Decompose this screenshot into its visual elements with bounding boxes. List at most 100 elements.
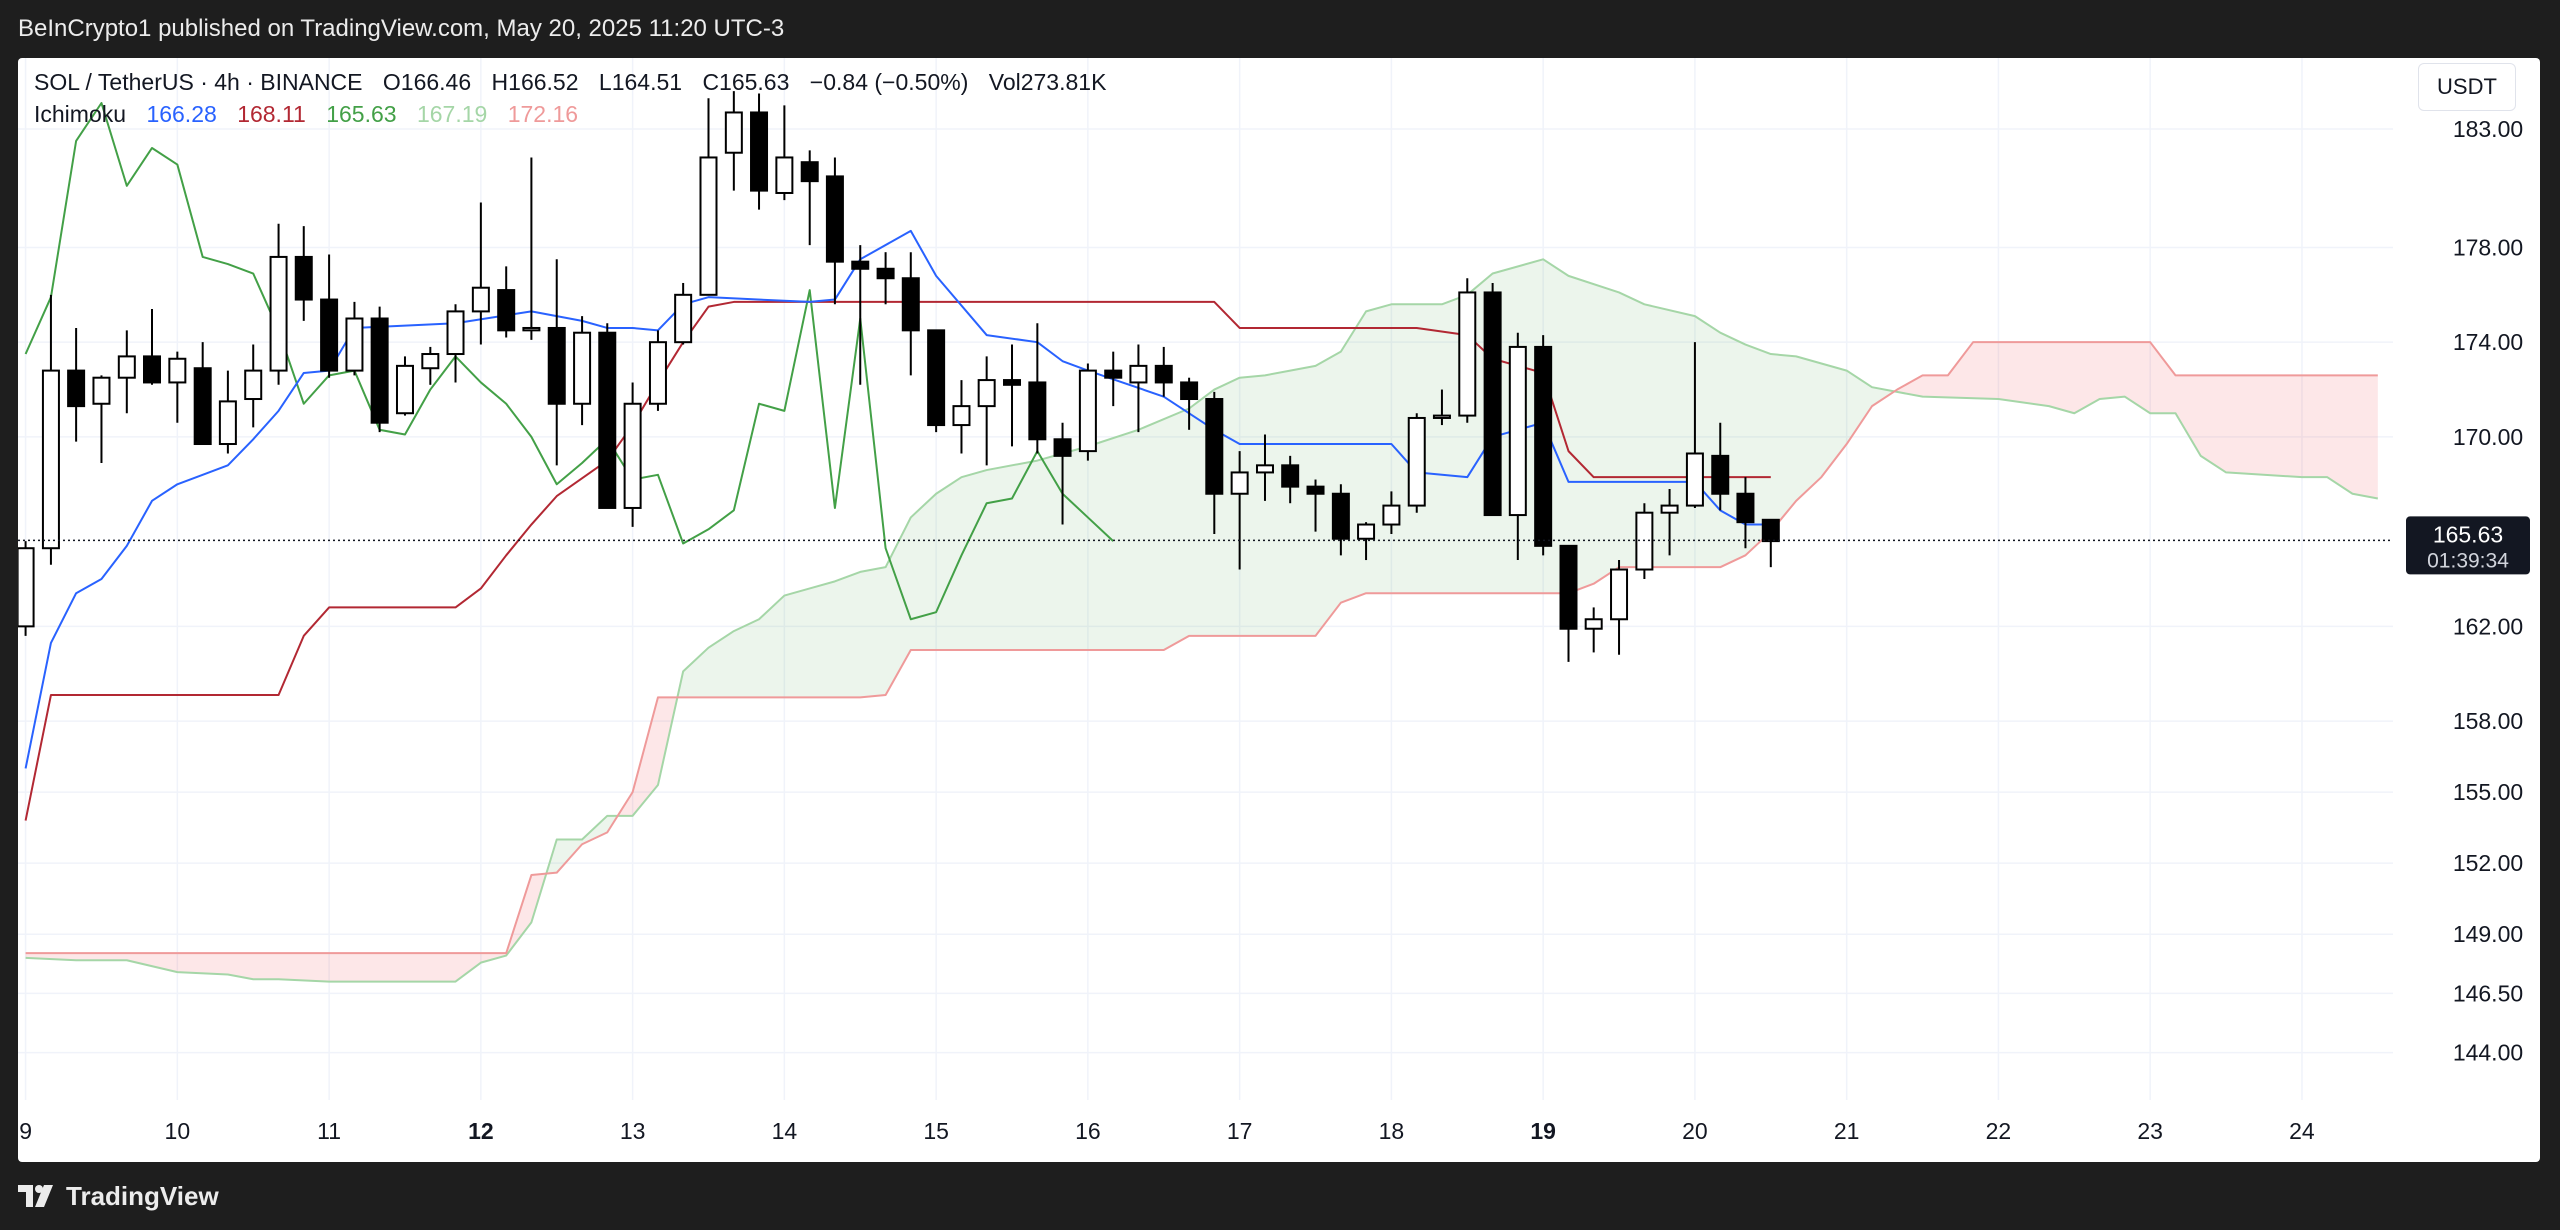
candle-body-down	[67, 369, 86, 408]
candle	[1483, 282, 1502, 517]
candle-body-down	[370, 317, 389, 424]
candle-body-up	[724, 111, 743, 154]
candle	[1432, 389, 1451, 426]
candle-body-down	[1761, 518, 1780, 543]
candle	[750, 93, 769, 210]
cloud-bullish	[546, 815, 618, 874]
chart-plot[interactable]: 183.00 178.00 174.00 170.00 162.00 158.00 155.…	[18, 58, 2540, 1162]
candle	[421, 346, 440, 385]
candle	[294, 226, 313, 321]
candle	[1255, 434, 1274, 501]
x-axis-tick-label: 16	[1075, 1118, 1101, 1144]
candle-body-down	[901, 277, 920, 332]
price-change: −0.84 (−0.50%)	[809, 69, 969, 95]
symbol-title[interactable]: SOL / TetherUS · 4h · BINANCE	[34, 69, 363, 95]
y-axis-tick-label: 162.00	[2453, 613, 2523, 639]
candle-body-down	[320, 298, 339, 372]
bar-countdown: 01:39:34	[2427, 549, 2509, 572]
candle	[825, 157, 844, 305]
cloud-bearish	[617, 697, 678, 816]
candle-body-down	[1736, 492, 1755, 524]
candle-body-down	[876, 267, 895, 280]
indicator-name[interactable]: Ichimoku	[34, 101, 127, 127]
candle-body-down	[1306, 485, 1325, 495]
candle	[117, 330, 136, 414]
candle	[1129, 344, 1148, 433]
candle	[1205, 391, 1224, 535]
candle-body-down	[851, 260, 870, 270]
candle-body-up	[1407, 416, 1426, 507]
candle	[927, 329, 946, 433]
candle	[724, 91, 743, 191]
candle-body-down	[497, 289, 516, 332]
candle	[674, 282, 693, 345]
leading-span-b-value: 172.16	[507, 101, 579, 127]
candle	[547, 259, 566, 466]
candle	[1559, 544, 1578, 662]
chart-frame[interactable]: 183.00 178.00 174.00 170.00 162.00 158.00 155.…	[18, 58, 2540, 1162]
candle-body-up	[1660, 504, 1679, 514]
candle-body-up	[1382, 504, 1401, 526]
candle	[1610, 560, 1629, 655]
cloud-bearish	[1894, 342, 2378, 499]
y-axis-tick-label: 144.00	[2453, 1040, 2523, 1066]
candle-body-up	[522, 326, 541, 332]
candle-body-up	[395, 364, 414, 415]
candle	[244, 344, 263, 428]
candle-body-up	[1458, 291, 1477, 417]
candle	[851, 245, 870, 385]
candle	[370, 306, 389, 433]
candle-body-down	[143, 355, 162, 384]
candle	[1078, 363, 1097, 461]
x-axis-tick-label: 14	[772, 1118, 798, 1144]
candle	[1230, 451, 1249, 570]
candle	[269, 223, 288, 385]
candle	[775, 105, 794, 201]
leading-span-b-line	[25, 341, 2378, 955]
candle	[901, 252, 920, 376]
x-axis-tick-label: 18	[1379, 1118, 1405, 1144]
candle-body-up	[421, 353, 440, 370]
publish-banner: BeInCrypto1 published on TradingView.com…	[0, 0, 2560, 58]
x-axis-labels: 9 10 11 12 13 14 15 16 17 18 19 20 21 22 23 24	[19, 1118, 2315, 1144]
candle-body-up	[648, 341, 667, 405]
x-axis-tick-label: 19	[1530, 1118, 1556, 1144]
candle	[41, 294, 60, 565]
candle-body-down	[750, 111, 769, 192]
candle	[1685, 342, 1704, 508]
candle-body-down	[800, 161, 819, 183]
cloud-bearish	[25, 873, 547, 982]
candle	[497, 266, 516, 338]
candle	[143, 309, 162, 385]
candle-body-up	[117, 355, 136, 379]
candle	[1180, 377, 1199, 430]
lagging-span-value: 165.63	[326, 101, 397, 127]
base-line-value: 168.11	[237, 101, 306, 127]
candle	[1534, 335, 1553, 556]
lagging-span-line	[24, 101, 1114, 621]
candle-body-down	[1281, 464, 1300, 488]
candle-body-up	[623, 402, 642, 509]
x-axis-tick-label: 24	[2289, 1118, 2315, 1144]
last-price-label-box	[2406, 516, 2530, 575]
leading-span-a-value: 167.19	[416, 101, 488, 127]
candle-body-up	[92, 376, 111, 405]
tradingview-logo[interactable]: TradingView	[18, 1179, 219, 1213]
x-axis-tick-label: 13	[620, 1118, 646, 1144]
y-axis-tick-label: 149.00	[2453, 921, 2523, 947]
candle-body-down	[1028, 381, 1047, 441]
candle-body-down	[1154, 364, 1173, 384]
candle	[345, 301, 364, 376]
ohlc-high: H166.52	[491, 69, 579, 95]
candle	[1104, 351, 1123, 407]
x-axis-tick-label: 15	[923, 1118, 949, 1144]
candles	[18, 91, 1780, 662]
candle	[320, 254, 339, 378]
candle-body-up	[952, 405, 971, 427]
candle	[92, 375, 111, 463]
currency-button[interactable]: USDT	[2418, 63, 2516, 111]
candle	[1711, 422, 1730, 511]
candle-body-up	[1685, 452, 1704, 507]
candle-body-up	[1078, 369, 1097, 453]
candle-body-up	[41, 369, 60, 550]
